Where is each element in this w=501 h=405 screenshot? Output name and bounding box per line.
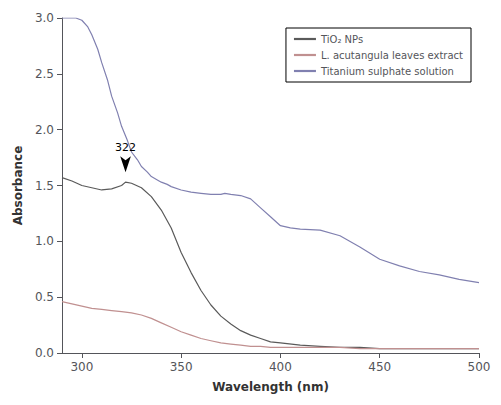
svg-text:450: 450 bbox=[368, 360, 391, 374]
svg-text:L. acutangula leaves extract: L. acutangula leaves extract bbox=[321, 50, 463, 61]
svg-text:TiO₂ NPs: TiO₂ NPs bbox=[320, 34, 363, 45]
svg-text:Titanium sulphate solution: Titanium sulphate solution bbox=[320, 66, 454, 77]
svg-text:400: 400 bbox=[269, 360, 292, 374]
svg-text:0.0: 0.0 bbox=[35, 346, 54, 360]
svg-text:300: 300 bbox=[70, 360, 93, 374]
svg-text:Wavelength (nm): Wavelength (nm) bbox=[212, 380, 329, 394]
svg-text:2.0: 2.0 bbox=[35, 123, 54, 137]
svg-text:1.5: 1.5 bbox=[35, 179, 54, 193]
svg-text:500: 500 bbox=[468, 360, 491, 374]
svg-text:2.5: 2.5 bbox=[35, 67, 54, 81]
svg-text:350: 350 bbox=[170, 360, 193, 374]
svg-text:1.0: 1.0 bbox=[35, 234, 54, 248]
svg-text:3.0: 3.0 bbox=[35, 11, 54, 25]
svg-text:Absorbance: Absorbance bbox=[11, 146, 25, 226]
svg-text:0.5: 0.5 bbox=[35, 290, 54, 304]
svg-text:322: 322 bbox=[115, 141, 136, 154]
